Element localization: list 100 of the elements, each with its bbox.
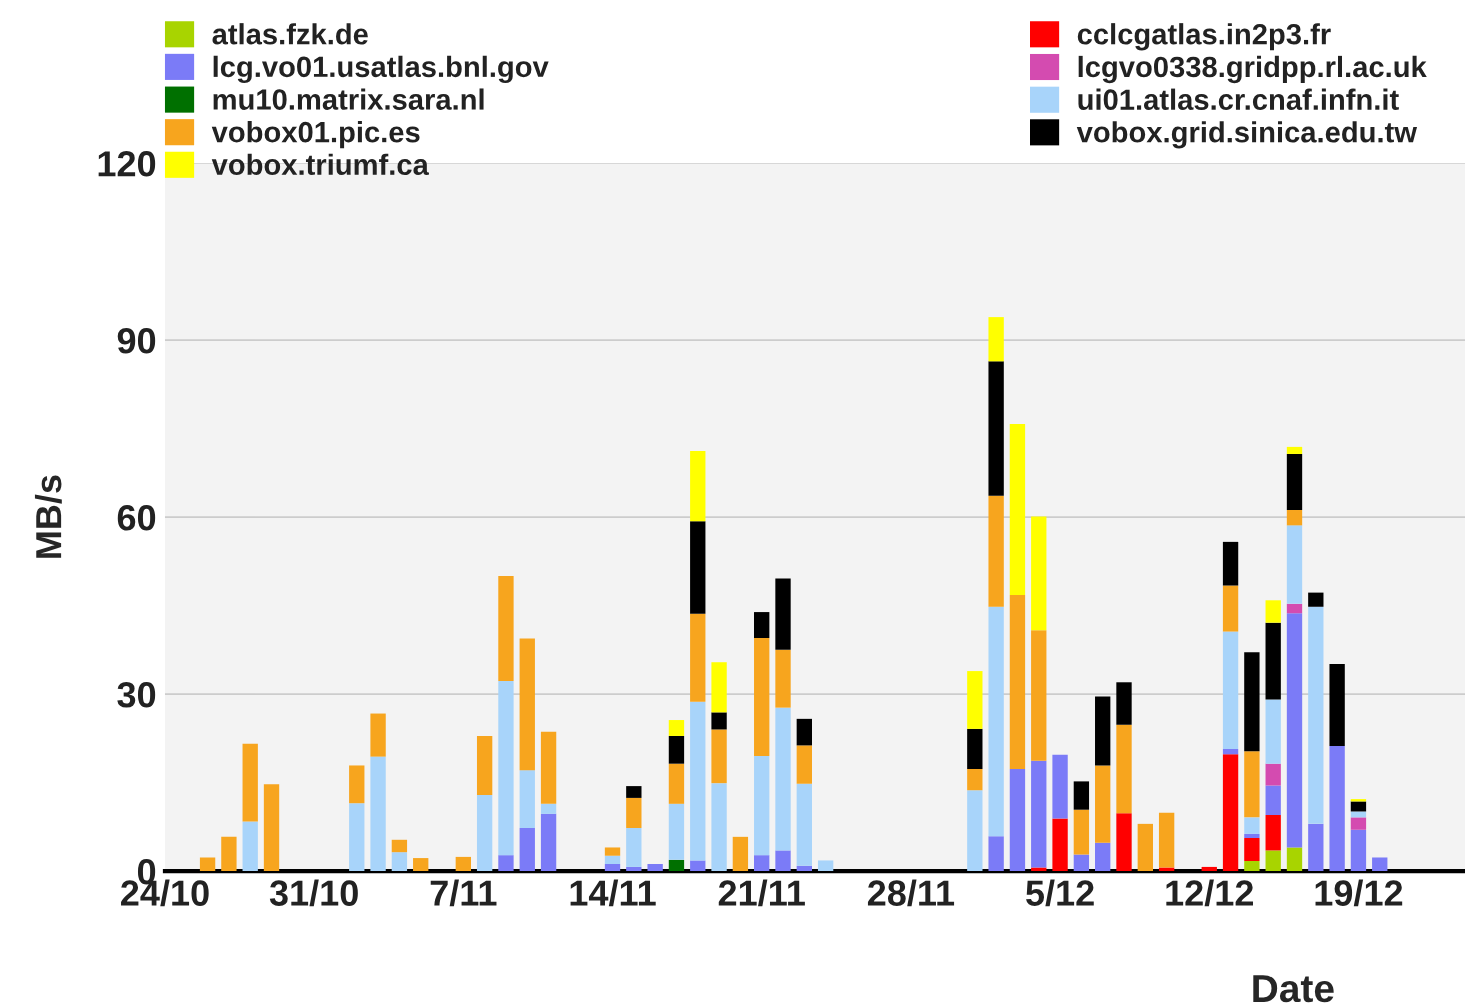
bar (540, 803, 557, 814)
bar (1116, 682, 1132, 725)
bar (476, 735, 493, 795)
bar (476, 794, 493, 872)
bar (1244, 833, 1260, 839)
bar (349, 765, 365, 804)
legend-label: ui01.atlas.cr.cnaf.infn.it (1078, 88, 1399, 111)
bar (1222, 748, 1239, 755)
bar (1350, 801, 1367, 812)
x-tick-label: 31/10 (269, 879, 358, 907)
bar (1244, 652, 1260, 752)
bar (604, 863, 621, 872)
bar (988, 606, 1004, 837)
bar (455, 856, 471, 872)
bar (668, 720, 685, 736)
bar (263, 784, 280, 872)
bar (1095, 696, 1111, 766)
bar (498, 681, 514, 856)
bar (1308, 823, 1324, 872)
bar (690, 613, 706, 702)
bar (1116, 813, 1132, 872)
bar (817, 860, 834, 872)
bar (988, 495, 1004, 607)
bar (1073, 809, 1090, 855)
y-tick-label: 30 (117, 681, 156, 708)
bar (1265, 815, 1281, 851)
bar (1137, 823, 1153, 872)
bar (1222, 631, 1239, 749)
bar (1329, 663, 1345, 746)
bar (1052, 818, 1068, 872)
bar (690, 860, 706, 872)
bar (413, 858, 429, 872)
bar (604, 855, 621, 864)
bar (1031, 630, 1047, 761)
bar (1009, 769, 1026, 872)
bar (498, 855, 514, 872)
bar (668, 735, 685, 764)
bar (775, 707, 791, 851)
bar (711, 712, 727, 730)
bar (199, 857, 216, 872)
legend-label: atlas.fzk.de (212, 23, 368, 45)
bar (242, 743, 258, 822)
bar (626, 786, 642, 798)
bar (370, 713, 386, 757)
bar (221, 836, 237, 872)
bar (711, 783, 727, 872)
legend-label: cclcgatlas.in2p3.fr (1077, 23, 1331, 51)
bar (647, 863, 663, 872)
bar (540, 813, 557, 872)
bar (668, 763, 685, 804)
bar (1116, 724, 1132, 814)
bar (349, 803, 365, 872)
bar (1095, 765, 1111, 843)
y-tick-label: 60 (117, 504, 156, 531)
bar (1265, 622, 1281, 700)
y-axis-title: MB/s (34, 475, 62, 558)
bar (967, 728, 983, 769)
bar (967, 671, 983, 729)
bar (1265, 763, 1281, 786)
bar (1052, 754, 1068, 819)
bar (796, 783, 812, 866)
legend-label: lcgvo0338.gridpp.rl.ac.uk (1078, 55, 1427, 84)
bar (1073, 781, 1090, 810)
bar (1201, 866, 1217, 872)
bar (711, 662, 727, 713)
bar (1286, 453, 1303, 511)
bar (775, 649, 791, 708)
bar (1286, 613, 1303, 848)
bar (1095, 842, 1111, 872)
bar (1329, 745, 1345, 872)
bar (690, 521, 706, 614)
bar (498, 576, 514, 682)
bar (1009, 594, 1026, 769)
legend-label: mu10.matrix.sara.nl (213, 88, 484, 110)
bar (1265, 850, 1281, 872)
bar (754, 756, 770, 856)
bar (1286, 446, 1303, 454)
bar (775, 850, 791, 872)
bar (1158, 812, 1175, 868)
bar (626, 797, 642, 828)
bar (1244, 751, 1260, 818)
bar (1244, 817, 1260, 834)
bar (1265, 600, 1281, 623)
bar (1286, 603, 1303, 614)
x-axis-title: Date (1253, 975, 1334, 1003)
legend-label: vobox.triumf.ca (211, 153, 429, 176)
bar (519, 770, 535, 828)
bar (626, 866, 642, 872)
bar (1073, 854, 1090, 872)
bar (1286, 847, 1303, 872)
legend-label: vobox.grid.sinica.edu.tw (1076, 121, 1418, 149)
x-tick-label: 21/11 (718, 879, 805, 907)
bar (1222, 541, 1239, 586)
bar (988, 836, 1004, 872)
bar (775, 578, 791, 650)
bar (370, 756, 386, 872)
bar (540, 731, 557, 804)
x-tick-label: 28/11 (867, 879, 955, 907)
x-tick-label: 14/11 (570, 879, 656, 907)
bar (1222, 585, 1239, 632)
